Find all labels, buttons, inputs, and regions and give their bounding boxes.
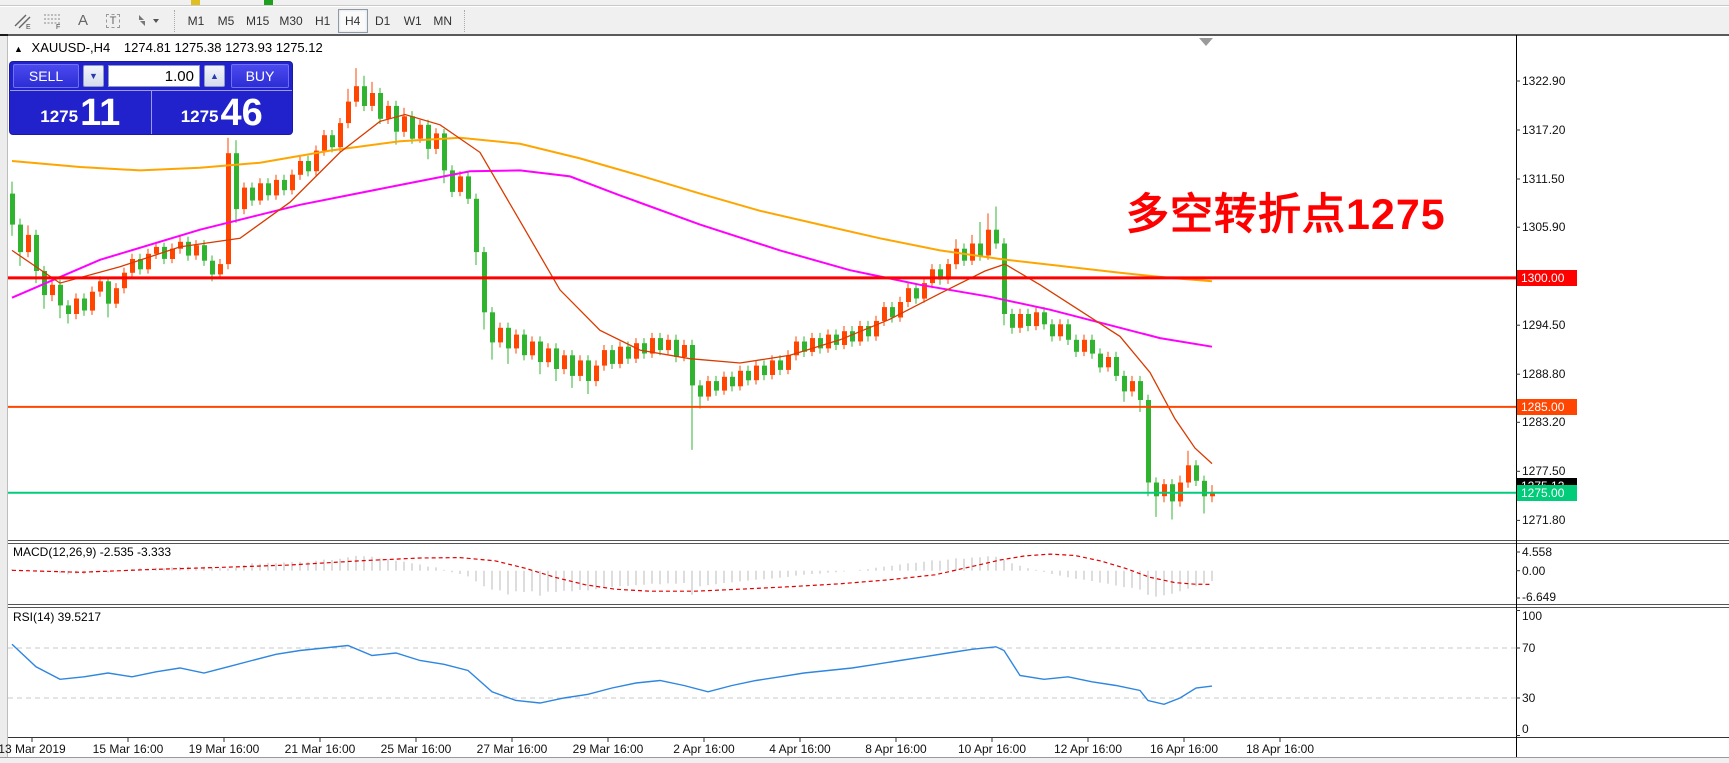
window-left-edge xyxy=(0,36,8,763)
sell-price-big: 11 xyxy=(80,92,121,134)
buy-button[interactable]: BUY xyxy=(231,64,289,88)
timeframe-button-m15[interactable]: M15 xyxy=(246,13,270,28)
cutoff-toolbar-strip xyxy=(0,0,1729,6)
symbol-label: XAUUSD-,H4 xyxy=(31,40,111,55)
time-axis-label: 13 Mar 2019 xyxy=(0,742,66,756)
price-tick-label: 1294.50 xyxy=(1522,318,1566,333)
text-label-icon[interactable]: T xyxy=(99,9,127,33)
buy-price-big: 46 xyxy=(220,92,263,134)
one-click-trading-panel: SELL ▼ ▲ BUY 1275 11 1275 46 xyxy=(10,62,292,134)
macd-tick-label: 4.558 xyxy=(1522,544,1553,559)
text-icon[interactable]: A xyxy=(77,12,88,29)
volume-increase-button[interactable]: ▲ xyxy=(204,65,225,87)
volume-decrease-button[interactable]: ▼ xyxy=(83,65,104,87)
time-axis-label: 25 Mar 16:00 xyxy=(380,742,452,756)
timeframe-button-w1[interactable]: W1 xyxy=(403,13,422,28)
rsi-tick-label: 0 xyxy=(1522,722,1529,736)
rsi-tick-label: 30 xyxy=(1522,691,1536,705)
rsi-line xyxy=(11,643,1213,706)
timeframe-button-m30[interactable]: M30 xyxy=(279,13,303,28)
collapse-triangle-icon[interactable]: ▲ xyxy=(14,44,23,54)
ma_slow-line xyxy=(11,136,1213,283)
timeframe-button-h4[interactable]: H4 xyxy=(337,8,368,33)
price-tick-label: 1283.20 xyxy=(1522,415,1566,430)
time-axis-label: 16 Apr 16:00 xyxy=(1149,742,1219,756)
rsi-label: RSI(14) 39.5217 xyxy=(13,610,102,624)
level-chip-1275.00: 1275.00 xyxy=(1517,484,1577,501)
level-chip-1285.00: 1285.00 xyxy=(1517,398,1577,415)
time-axis-label: 29 Mar 16:00 xyxy=(572,742,644,756)
sell-button[interactable]: SELL xyxy=(13,64,79,88)
macd-tick-label: 0.00 xyxy=(1522,563,1546,578)
time-axis-label: 10 Apr 16:00 xyxy=(957,742,1027,756)
time-axis-label: 4 Apr 16:00 xyxy=(769,742,831,756)
price-tick-label: 1311.50 xyxy=(1522,172,1565,187)
price-tick-label: 1317.20 xyxy=(1522,123,1566,137)
ma_fast-line xyxy=(11,113,1213,465)
time-axis-label: 27 Mar 16:00 xyxy=(476,742,548,756)
time-axis-label: 8 Apr 16:00 xyxy=(865,742,927,756)
timeframe-button-m5[interactable]: M5 xyxy=(217,13,235,28)
volume-input[interactable] xyxy=(108,65,200,87)
cutoff-icon-green xyxy=(264,0,273,5)
window-bottom-edge xyxy=(0,757,1729,763)
time-axis-label: 21 Mar 16:00 xyxy=(284,742,356,756)
timeframe-button-h1[interactable]: H1 xyxy=(315,13,331,28)
time-axis-label: 19 Mar 16:00 xyxy=(188,742,260,756)
timeframe-button-m1[interactable]: M1 xyxy=(187,13,205,28)
ma_mid-line xyxy=(11,169,1213,348)
toolbar-separator xyxy=(174,9,175,32)
equidistant-channel-icon[interactable]: E xyxy=(9,9,37,33)
time-axis-label: 15 Mar 16:00 xyxy=(92,742,164,756)
macd-tick-label: -6.649 xyxy=(1522,590,1557,604)
arrows-icon[interactable] xyxy=(129,9,167,33)
time-axis-label: 12 Apr 16:00 xyxy=(1053,742,1123,756)
timeframe-button-d1[interactable]: D1 xyxy=(375,13,391,28)
sell-quote[interactable]: 1275 11 xyxy=(10,90,152,134)
price-tick-label: 1322.90 xyxy=(1522,74,1566,88)
timeframe-button-mn[interactable]: MN xyxy=(433,13,453,28)
time-axis-label: 2 Apr 16:00 xyxy=(673,742,735,756)
chart-title: ▲ XAUUSD-,H4 1274.81 1275.38 1273.93 127… xyxy=(14,40,323,55)
buy-quote[interactable]: 1275 46 xyxy=(151,90,292,134)
price-tick-label: 1277.50 xyxy=(1522,464,1566,479)
macd-label: MACD(12,26,9) -2.535 -3.333 xyxy=(13,545,172,559)
level-chip-1300.00: 1300.00 xyxy=(1517,269,1577,286)
sell-price-small: 1275 xyxy=(40,107,79,126)
macd-histogram xyxy=(11,555,1213,597)
chart-annotation-text[interactable]: 多空转折点1275 xyxy=(1126,191,1446,239)
chart-plot[interactable] xyxy=(8,34,1729,757)
chart-toolbar: E F A T M1 M5 M15 M30 H1 H4 D1 W1 MN xyxy=(0,7,1729,35)
time-axis-label: 18 Apr 16:00 xyxy=(1245,742,1315,756)
price-tick-label: 1288.80 xyxy=(1522,367,1566,382)
price-tick-label: 1305.90 xyxy=(1522,220,1566,235)
buy-price-small: 1275 xyxy=(180,107,219,126)
rsi-tick-label: 70 xyxy=(1522,641,1536,655)
rsi-tick-label: 100 xyxy=(1522,609,1543,623)
macd-signal-line xyxy=(11,553,1213,592)
ohlc-values: 1274.81 1275.38 1273.93 1275.12 xyxy=(123,40,323,55)
fibonacci-icon[interactable]: F xyxy=(39,9,67,33)
svg-text:E: E xyxy=(26,24,31,30)
candlestick-series xyxy=(10,68,1215,520)
price-tick-label: 1271.80 xyxy=(1522,513,1566,528)
cutoff-icon-yellow xyxy=(191,0,200,5)
timeframe-group: M1 M5 M15 M30 H1 H4 D1 W1 MN xyxy=(181,7,458,35)
toolbar-separator xyxy=(463,9,465,32)
chart-shift-marker-icon[interactable] xyxy=(1199,38,1213,46)
svg-text:F: F xyxy=(56,24,60,30)
